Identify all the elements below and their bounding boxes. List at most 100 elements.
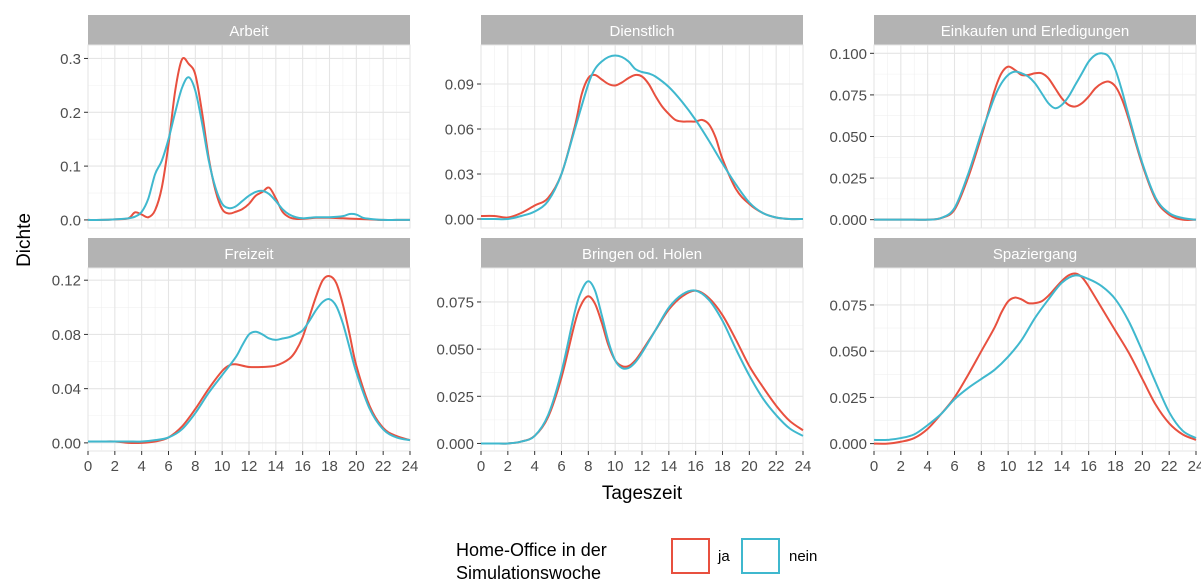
x-tick-label: 16 bbox=[687, 458, 704, 475]
y-tick-label: 0.000 bbox=[436, 436, 474, 453]
legend-key-ja bbox=[671, 538, 710, 574]
x-tick-label: 14 bbox=[1053, 458, 1070, 475]
x-tick-label: 4 bbox=[530, 458, 538, 475]
y-tick-label: 0.12 bbox=[52, 273, 81, 290]
series-line-nein bbox=[480, 280, 804, 445]
x-tick-label: 24 bbox=[795, 458, 812, 475]
y-tick-label: 0.1 bbox=[60, 159, 81, 176]
x-tick-label: 0 bbox=[477, 458, 485, 475]
legend-label-ja: ja bbox=[717, 548, 730, 565]
y-tick-label: 0.075 bbox=[829, 297, 867, 314]
panel-title: Dienstlich bbox=[609, 23, 674, 40]
panel-einkaufen-und-erledigungen: Einkaufen und Erledigungen 0.000 0.025 0.05… bbox=[829, 15, 1197, 229]
legend-key-nein bbox=[741, 538, 780, 574]
series-line-nein bbox=[87, 76, 410, 222]
y-tick-label: 0.100 bbox=[829, 46, 867, 63]
legend-title: Simulationswoche bbox=[456, 563, 601, 583]
x-tick-label: 2 bbox=[111, 458, 119, 475]
x-tick-label: 20 bbox=[741, 458, 758, 475]
x-tick-label: 6 bbox=[950, 458, 958, 475]
y-tick-label: 0.00 bbox=[445, 212, 474, 229]
panel-strip bbox=[481, 238, 803, 268]
legend-label-nein: nein bbox=[789, 548, 817, 565]
x-tick-label: 8 bbox=[584, 458, 592, 475]
y-tick-label: 0.025 bbox=[436, 389, 474, 406]
x-tick-label: 14 bbox=[267, 458, 284, 475]
y-tick-label: 0.03 bbox=[445, 167, 474, 184]
panel-dienstlich: Dienstlich 0.00 0.03 0.06 0.09 bbox=[445, 15, 804, 229]
series-line-nein bbox=[873, 52, 1197, 221]
y-axis-title: Dichte bbox=[14, 213, 35, 267]
y-tick-label: 0.04 bbox=[52, 381, 81, 398]
x-tick-label: 6 bbox=[164, 458, 172, 475]
series-line-ja bbox=[88, 275, 411, 445]
series-line-nein bbox=[88, 298, 411, 443]
panel-strip bbox=[481, 15, 803, 45]
x-tick-label: 16 bbox=[1080, 458, 1097, 475]
x-tick-label: 12 bbox=[1027, 458, 1044, 475]
panel-title: Einkaufen und Erledigungen bbox=[941, 23, 1129, 40]
y-tick-label: 0.025 bbox=[829, 171, 867, 188]
y-tick-label: 0.050 bbox=[829, 344, 867, 361]
x-tick-label: 4 bbox=[137, 458, 145, 475]
x-tick-label: 0 bbox=[84, 458, 92, 475]
x-tick-label: 4 bbox=[923, 458, 931, 475]
x-tick-label: 12 bbox=[634, 458, 651, 475]
x-tick-label: 10 bbox=[214, 458, 231, 475]
x-tick-label: 18 bbox=[321, 458, 338, 475]
panel-strip bbox=[874, 238, 1196, 268]
panel-title: Freizeit bbox=[224, 246, 274, 263]
x-tick-label: 24 bbox=[402, 458, 419, 475]
panel-title: Spaziergang bbox=[993, 246, 1077, 263]
y-tick-label: 0.000 bbox=[829, 212, 867, 229]
x-tick-label: 0 bbox=[870, 458, 878, 475]
x-tick-label: 12 bbox=[241, 458, 258, 475]
x-tick-label: 18 bbox=[1107, 458, 1124, 475]
legend-title: Home-Office in der bbox=[456, 540, 607, 560]
x-tick-label: 16 bbox=[294, 458, 311, 475]
x-tick-label: 2 bbox=[897, 458, 905, 475]
y-tick-label: 0.09 bbox=[445, 77, 474, 94]
series-line-nein bbox=[480, 54, 804, 221]
x-tick-label: 8 bbox=[977, 458, 985, 475]
x-tick-label: 10 bbox=[1000, 458, 1017, 475]
y-tick-label: 0.06 bbox=[445, 122, 474, 139]
y-tick-label: 0.075 bbox=[829, 87, 867, 104]
y-tick-label: 0.050 bbox=[436, 342, 474, 359]
x-tick-label: 22 bbox=[1161, 458, 1178, 475]
y-tick-label: 0.075 bbox=[436, 294, 474, 311]
y-tick-label: 0.050 bbox=[829, 129, 867, 146]
y-tick-label: 0.000 bbox=[829, 436, 867, 453]
x-tick-label: 24 bbox=[1188, 458, 1201, 475]
legend: Home-Office in der Simulationswoche ja n… bbox=[456, 538, 817, 583]
x-tick-label: 2 bbox=[504, 458, 512, 475]
panel-arbeit: Arbeit 0.0 0.1 0.2 0.3 bbox=[60, 15, 411, 229]
x-tick-label: 22 bbox=[768, 458, 785, 475]
x-tick-label: 10 bbox=[607, 458, 624, 475]
y-tick-label: 0.08 bbox=[52, 327, 81, 344]
panel-title: Bringen od. Holen bbox=[582, 246, 702, 263]
x-tick-label: 8 bbox=[191, 458, 199, 475]
y-tick-label: 0.3 bbox=[60, 51, 81, 68]
x-tick-label: 14 bbox=[660, 458, 677, 475]
x-tick-label: 20 bbox=[1134, 458, 1151, 475]
x-tick-label: 20 bbox=[348, 458, 365, 475]
y-tick-label: 0.025 bbox=[829, 390, 867, 407]
x-tick-label: 6 bbox=[557, 458, 565, 475]
x-tick-label: 18 bbox=[714, 458, 731, 475]
x-axis-title: Tageszeit bbox=[602, 483, 683, 504]
y-tick-label: 0.2 bbox=[60, 105, 81, 122]
panel-strip bbox=[88, 15, 410, 45]
x-tick-label: 22 bbox=[375, 458, 392, 475]
y-tick-label: 0.00 bbox=[52, 435, 81, 452]
series-line-nein bbox=[873, 274, 1197, 442]
panel-strip bbox=[874, 15, 1196, 45]
panel-title: Arbeit bbox=[229, 23, 269, 40]
y-tick-label: 0.0 bbox=[60, 212, 81, 229]
panel-strip bbox=[88, 238, 410, 268]
